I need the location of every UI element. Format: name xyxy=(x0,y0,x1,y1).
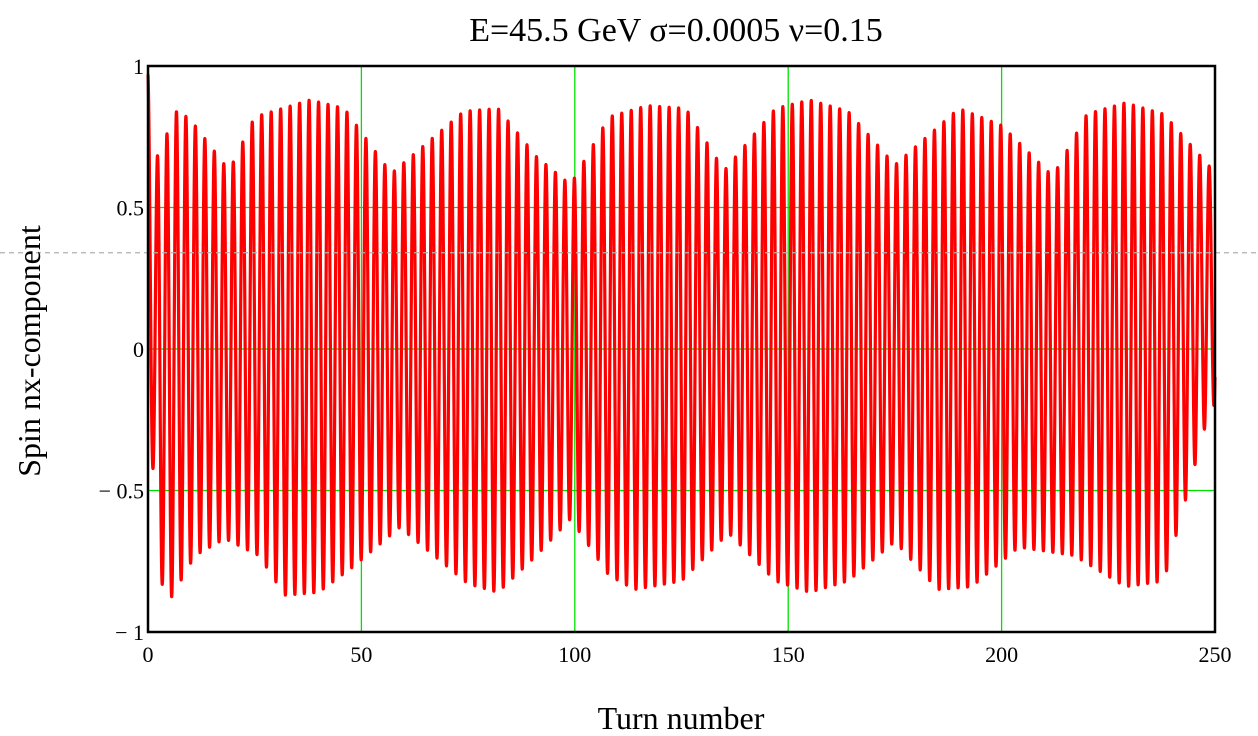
x-tick-label: 50 xyxy=(350,642,372,667)
chart-title: E=45.5 GeV σ=0.0005 ν=0.15 xyxy=(469,12,883,49)
y-axis-label: Spin nx-component xyxy=(11,225,47,477)
x-axis-label: Turn number xyxy=(598,700,765,736)
x-tick-label: 100 xyxy=(558,642,591,667)
y-tick-labels: − 1 − 0.5 0 0.5 1 xyxy=(99,54,144,645)
plot-frame xyxy=(146,64,1217,634)
y-tick-label: − 1 xyxy=(115,620,144,645)
series-line xyxy=(146,74,1217,599)
x-tick-label: 150 xyxy=(772,642,805,667)
y-tick-label: 0.5 xyxy=(117,196,145,221)
x-tick-label: 0 xyxy=(143,642,154,667)
data-series xyxy=(146,74,1217,599)
y-tick-label: 1 xyxy=(133,54,144,79)
x-tick-label: 200 xyxy=(985,642,1018,667)
y-tick-label: 0 xyxy=(133,337,144,362)
x-tick-label: 250 xyxy=(1199,642,1232,667)
x-tick-labels: 0 50 100 150 200 250 xyxy=(143,642,1232,667)
y-tick-label: − 0.5 xyxy=(99,479,144,504)
